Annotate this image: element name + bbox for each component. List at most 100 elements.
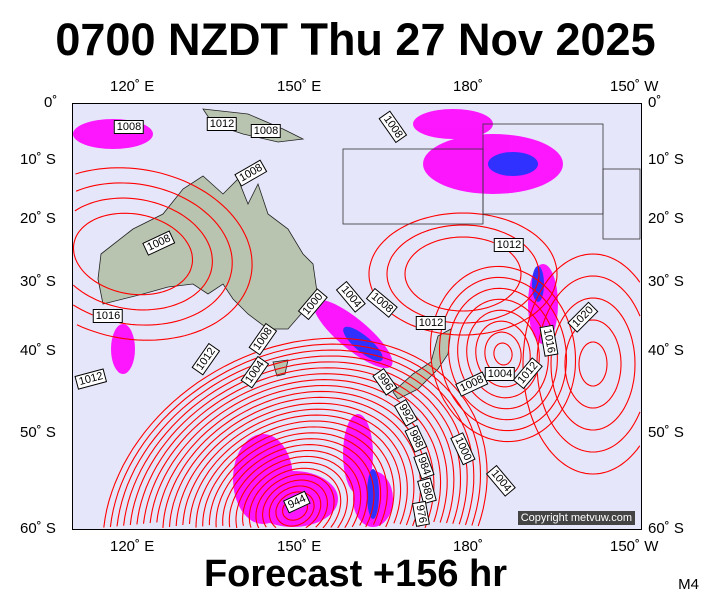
isobar-line	[404, 236, 522, 312]
isobar-line	[466, 309, 540, 399]
lat-label-left: 0˚	[44, 94, 58, 111]
lat-label-left: 30˚ S	[20, 273, 56, 290]
isobar-label: 1004	[484, 367, 516, 381]
isobar-line	[136, 367, 441, 525]
model-label: M4	[678, 576, 699, 593]
lon-label-bottom: 150˚ E	[277, 538, 322, 555]
map-title: 0700 NZDT Thu 27 Nov 2025	[55, 14, 656, 65]
forecast-label: Forecast +156 hr	[203, 553, 508, 595]
isobar-label: 1008	[113, 120, 145, 134]
lon-label-bottom: 180˚	[453, 538, 484, 555]
isobar-line	[305, 495, 322, 529]
isobar-line	[463, 411, 482, 526]
isobar-line	[359, 470, 368, 526]
isobar-line	[75, 182, 233, 272]
isobar-line	[368, 212, 558, 336]
weather-map[interactable]: 1008 1012 1008 1008 1008 1008 1016 1012 …	[72, 103, 642, 530]
isobar-line	[275, 491, 315, 527]
isobar-line	[268, 485, 319, 529]
isobar-label: 1016	[92, 309, 124, 323]
isobar-line	[255, 473, 331, 529]
isobar-line	[344, 477, 355, 528]
isobar-line	[215, 438, 368, 528]
isobar-line	[469, 407, 488, 527]
isobar-line	[457, 298, 549, 410]
isobar-line	[75, 167, 253, 275]
lon-label-top: 180˚	[453, 78, 484, 95]
lon-label-bottom: 120˚ E	[110, 538, 155, 555]
isobar-line	[522, 253, 641, 475]
isobar-line	[76, 274, 252, 341]
lat-label-left: 10˚ S	[20, 151, 56, 168]
isobar-line	[396, 449, 408, 525]
isobar-line	[330, 484, 342, 528]
isobar-line	[208, 432, 374, 526]
isobar-line	[402, 446, 415, 526]
isobar-line	[420, 435, 435, 528]
isobar-line	[448, 287, 558, 421]
isobar-line	[378, 460, 388, 527]
lon-label-top: 120˚ E	[110, 78, 155, 95]
lat-label-left: 60˚ S	[20, 520, 56, 537]
isobar-line	[351, 474, 362, 528]
isobar-label: 1008	[250, 124, 282, 138]
lon-label-top: 150˚ W	[610, 78, 659, 95]
lat-label-right: 0˚	[648, 94, 662, 111]
lon-label-top: 150˚ E	[277, 78, 322, 95]
lat-label-right: 20˚ S	[648, 210, 684, 227]
lat-label-right: 60˚ S	[648, 520, 684, 537]
heavy-precip-layer	[343, 152, 544, 519]
isobar-line	[384, 456, 395, 528]
isobar-line	[433, 428, 448, 523]
isobar-line	[439, 425, 455, 524]
isobar-line	[222, 444, 362, 526]
isobar-line	[182, 408, 398, 526]
lat-label-left: 20˚ S	[20, 210, 56, 227]
isobar-label: 1012	[493, 238, 525, 252]
lat-label-right: 40˚ S	[648, 342, 684, 359]
isobar-line	[248, 467, 338, 528]
isobar-line	[262, 479, 325, 528]
isobar-label: 1012	[206, 117, 238, 131]
lat-label-right: 10˚ S	[648, 151, 684, 168]
new-zealand-landmass	[392, 328, 452, 400]
copyright-notice: Copyright metvuw.com	[517, 511, 635, 525]
isobar-line	[564, 319, 622, 409]
isobar-line	[493, 342, 513, 366]
isobar-line	[156, 384, 422, 523]
isobar-line	[175, 402, 404, 527]
isobar-line	[235, 455, 350, 529]
map-canvas	[73, 108, 641, 529]
isobar-line	[162, 390, 416, 528]
isobar-line	[457, 414, 475, 526]
isobar-line	[427, 432, 442, 523]
lat-label-left: 40˚ S	[20, 342, 56, 359]
isobar-line	[390, 453, 402, 524]
isobar-line	[228, 449, 356, 528]
isobar-line	[195, 420, 386, 528]
isobar-line	[188, 414, 392, 525]
isobar-line	[337, 481, 348, 529]
isobar-line	[73, 267, 213, 311]
isobar-line	[149, 379, 428, 524]
isobar-line	[73, 212, 194, 296]
lat-label-right: 30˚ S	[648, 273, 684, 290]
isobar-line	[315, 491, 328, 528]
isobar-line	[322, 488, 335, 529]
isobar-line	[168, 396, 410, 527]
isobar-line	[129, 361, 447, 526]
isobar-line	[365, 467, 375, 528]
isobar-line	[386, 224, 540, 324]
region-boundaries	[342, 123, 641, 240]
lon-label-bottom: 150˚ W	[610, 538, 659, 555]
lat-label-left: 50˚ S	[20, 424, 56, 441]
isobar-line	[74, 197, 213, 268]
australia-landmass	[97, 175, 319, 330]
isobar-line	[109, 343, 465, 528]
isobar-line	[202, 426, 380, 527]
isobar-line	[550, 297, 636, 431]
isobar-line	[578, 341, 608, 387]
isobar-line	[372, 463, 382, 525]
isobar-line	[242, 461, 344, 526]
isobar-label: 1012	[415, 316, 447, 330]
